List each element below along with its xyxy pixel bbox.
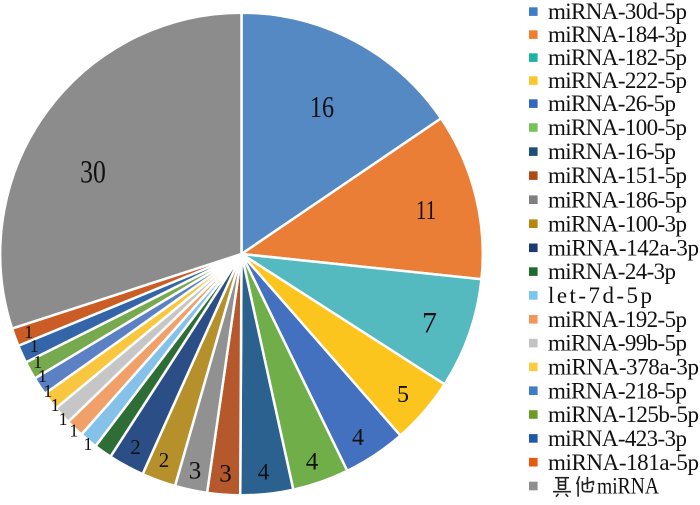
svg-text:miRNA-142a-3p: miRNA-142a-3p (548, 235, 699, 260)
svg-text:miRNA-16-5p: miRNA-16-5p (548, 139, 676, 164)
svg-text:miRNA-26-5p: miRNA-26-5p (548, 91, 676, 116)
svg-text:miRNA-30d-5p: miRNA-30d-5p (548, 0, 687, 24)
svg-text:16: 16 (310, 90, 334, 125)
svg-text:miRNA-186-5p: miRNA-186-5p (548, 187, 687, 212)
svg-text:5: 5 (397, 382, 409, 408)
svg-text:miRNA-423-3p: miRNA-423-3p (548, 426, 687, 451)
svg-text:miRNA-151-5p: miRNA-151-5p (548, 163, 687, 188)
svg-text:miRNA-24-3p: miRNA-24-3p (548, 259, 676, 284)
svg-text:miRNA-378a-3p: miRNA-378a-3p (548, 355, 699, 380)
svg-text:miRNA-222-5p: miRNA-222-5p (548, 68, 687, 93)
svg-text:2: 2 (159, 448, 170, 472)
svg-text:4: 4 (352, 425, 364, 451)
svg-text:2: 2 (130, 435, 141, 459)
svg-text:miRNA-181a-5p: miRNA-181a-5p (548, 450, 699, 475)
svg-text:miRNA-184-3p: miRNA-184-3p (548, 22, 687, 47)
svg-text:1: 1 (59, 409, 68, 429)
svg-text:miRNA-100-5p: miRNA-100-5p (548, 115, 687, 140)
svg-text:3: 3 (219, 460, 232, 487)
svg-text:miRNA-125b-5p: miRNA-125b-5p (548, 402, 699, 427)
svg-text:3: 3 (189, 457, 202, 484)
svg-text:7: 7 (422, 306, 437, 339)
svg-text:1: 1 (84, 434, 93, 454)
svg-text:miRNA-192-5p: miRNA-192-5p (548, 307, 687, 332)
svg-text:miRNA-182-5p: miRNA-182-5p (548, 45, 687, 70)
svg-text:30: 30 (80, 155, 106, 191)
svg-text:miRNA-99b-5p: miRNA-99b-5p (548, 331, 687, 356)
svg-text:11: 11 (416, 195, 436, 225)
svg-text:miRNA-218-5p: miRNA-218-5p (548, 378, 687, 403)
svg-text:miRNA-100-3p: miRNA-100-3p (548, 211, 687, 236)
svg-text:4: 4 (306, 448, 319, 475)
svg-text:4: 4 (258, 460, 270, 485)
svg-text:1: 1 (69, 421, 78, 441)
svg-text:miRNA: miRNA (597, 474, 659, 499)
